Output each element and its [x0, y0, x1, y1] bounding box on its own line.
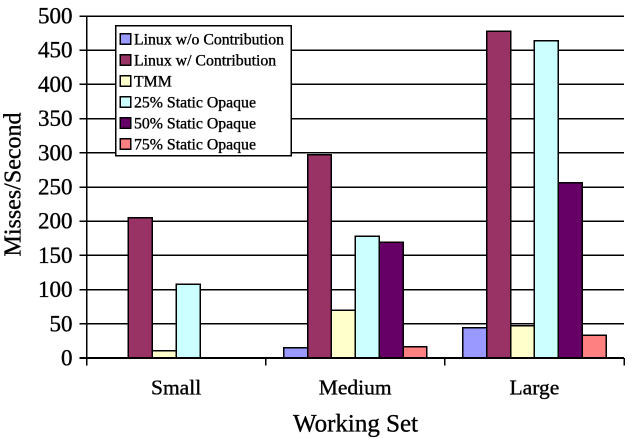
svg-text:25% Static Opaque: 25% Static Opaque [134, 94, 256, 111]
svg-text:150: 150 [38, 243, 73, 268]
svg-text:350: 350 [38, 106, 73, 131]
svg-text:Linux w/o Contribution: Linux w/o Contribution [134, 31, 284, 48]
svg-text:0: 0 [61, 346, 73, 371]
svg-text:50% Static Opaque: 50% Static Opaque [134, 115, 256, 132]
svg-text:75% Static Opaque: 75% Static Opaque [134, 136, 256, 153]
svg-text:Medium: Medium [319, 376, 392, 400]
svg-text:450: 450 [38, 38, 73, 63]
svg-text:Working Set: Working Set [293, 411, 418, 438]
svg-text:Small: Small [151, 376, 201, 400]
svg-text:400: 400 [38, 72, 73, 97]
svg-text:500: 500 [38, 4, 73, 29]
svg-text:Linux w/ Contribution: Linux w/ Contribution [134, 52, 276, 69]
svg-text:100: 100 [38, 277, 73, 302]
svg-text:200: 200 [38, 209, 73, 234]
svg-text:TMM: TMM [134, 73, 172, 90]
svg-text:250: 250 [38, 175, 73, 200]
svg-text:Large: Large [510, 376, 560, 400]
svg-text:300: 300 [38, 140, 73, 165]
svg-text:Misses/Second: Misses/Second [1, 113, 27, 257]
svg-text:50: 50 [50, 311, 73, 336]
